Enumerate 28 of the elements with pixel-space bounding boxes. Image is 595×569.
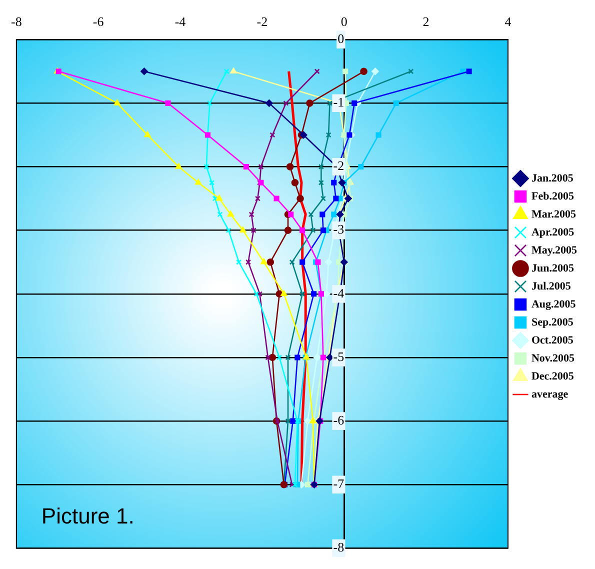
legend-label: Feb.2005	[531, 190, 574, 202]
legend-label: Jul.2005	[531, 280, 572, 292]
y-tick-label: 0	[338, 31, 344, 46]
y-tick-label: -7	[333, 476, 345, 492]
x-tick-label: 4	[504, 14, 512, 30]
x-tick-label: -6	[92, 14, 104, 30]
legend-label: Nov.2005	[531, 352, 576, 364]
legend-label: Apr.2005	[531, 226, 575, 238]
y-tick-label: -8	[333, 540, 344, 555]
legend-label: Dec.2005	[531, 370, 574, 382]
legend-label: Aug.2005	[531, 298, 576, 310]
x-tick-label: -4	[174, 14, 186, 30]
legend-label: Sep.2005	[531, 316, 574, 328]
x-tick-label: 2	[422, 14, 430, 30]
legend-label: Oct.2005	[531, 334, 574, 346]
legend-label: Jan.2005	[531, 172, 574, 184]
y-tick-label: -2	[333, 158, 344, 174]
x-tick-label: -2	[256, 14, 268, 30]
legend-label: average	[531, 388, 568, 400]
y-tick-label: -1	[333, 94, 344, 110]
legend-label: May.2005	[531, 244, 578, 256]
x-tick-label: -8	[10, 14, 22, 30]
legend-label: Mar.2005	[531, 208, 576, 220]
annotation: Picture 1.	[41, 503, 134, 528]
y-tick-label: -5	[333, 348, 344, 364]
y-tick-label: -4	[333, 285, 345, 300]
y-tick-label: -6	[333, 412, 345, 428]
legend-label: Jun.2005	[531, 262, 574, 274]
